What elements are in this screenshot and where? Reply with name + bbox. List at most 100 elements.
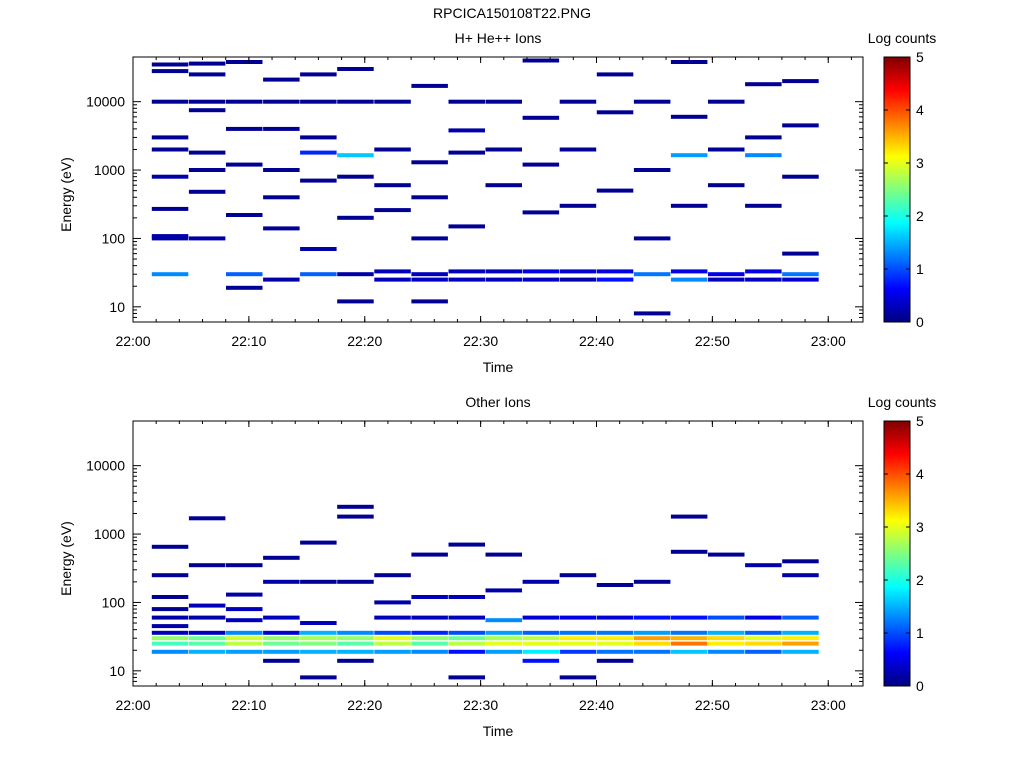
heatmap-cell <box>337 504 374 509</box>
heatmap-cell <box>226 618 263 623</box>
heatmap-cell <box>448 150 485 155</box>
heatmap-cell <box>151 615 189 620</box>
heatmap-cell <box>559 147 597 152</box>
heatmap-cell <box>596 269 634 274</box>
heatmap-cell <box>337 514 374 519</box>
x-tick-label: 22:50 <box>695 333 730 349</box>
heatmap-cell <box>559 630 597 635</box>
heatmap-cell <box>226 630 263 635</box>
heatmap-cell <box>226 285 263 290</box>
heatmap-cell <box>337 67 374 71</box>
heatmap-cell <box>337 153 374 158</box>
heatmap-cell <box>300 636 337 641</box>
heatmap-cell <box>188 641 226 646</box>
heatmap-cell <box>633 236 671 241</box>
heatmap-cell <box>708 649 745 654</box>
heatmap-cell <box>226 649 263 654</box>
heatmap-cell <box>596 641 634 646</box>
heatmap-cell <box>522 115 560 120</box>
plot-frame <box>132 56 864 323</box>
x-tick-label: 22:00 <box>115 697 150 713</box>
heatmap-cell <box>374 641 411 646</box>
colorbar-label: Log counts <box>868 30 937 46</box>
heatmap-cell <box>485 183 522 188</box>
colorbar-tick-label: 5 <box>916 413 924 429</box>
heatmap-cell <box>411 649 448 654</box>
heatmap-cell <box>522 58 560 63</box>
heatmap-cell <box>374 99 411 104</box>
heatmap-cell <box>151 272 189 277</box>
heatmap-cell <box>559 203 597 208</box>
heatmap-cell <box>670 153 708 158</box>
heatmap-cell <box>596 615 634 620</box>
heatmap-cell <box>670 641 708 646</box>
colorbar-tick-label: 1 <box>916 625 924 641</box>
heatmap-cell <box>633 99 671 104</box>
heatmap-cell <box>782 559 819 564</box>
heatmap-cell <box>337 299 374 304</box>
heatmap-cell <box>263 658 300 663</box>
x-tick-label: 22:40 <box>579 333 614 349</box>
heatmap-cell <box>633 641 671 646</box>
heatmap-cell <box>485 147 522 152</box>
heatmap-cell <box>188 563 226 568</box>
heatmap-cell <box>188 150 226 155</box>
heatmap-cell <box>633 636 671 641</box>
heatmap-cell <box>745 630 782 635</box>
heatmap-cell <box>151 99 189 104</box>
heatmap-cell <box>300 178 337 183</box>
heatmap-cell <box>485 630 522 635</box>
y-tick-label: 10 <box>109 299 125 315</box>
heatmap-cell <box>745 615 782 620</box>
heatmap-cell <box>151 174 189 179</box>
colorbar <box>883 420 911 687</box>
heatmap-cell <box>188 72 226 77</box>
heatmap-cell <box>188 168 226 172</box>
heatmap-cell <box>188 630 226 635</box>
heatmap-cell <box>337 641 374 646</box>
heatmap-cell <box>226 272 263 277</box>
heatmap-cell <box>522 269 560 274</box>
x-axis-label: Time <box>483 723 514 739</box>
heatmap-cell <box>226 60 263 64</box>
heatmap-cell <box>670 203 708 208</box>
colorbar-tick-label: 2 <box>916 208 924 224</box>
x-tick-label: 22:30 <box>463 333 498 349</box>
heatmap-cell <box>263 168 300 172</box>
heatmap-cell <box>448 269 485 274</box>
heatmap-cell <box>448 128 485 133</box>
heatmap-cell <box>559 99 597 104</box>
heatmap-cell <box>188 516 226 521</box>
heatmap-cell <box>448 630 485 635</box>
heatmap-cell <box>411 641 448 646</box>
heatmap-cell <box>633 615 671 620</box>
heatmap-cell <box>448 615 485 620</box>
colorbar-tick-label: 0 <box>916 314 924 330</box>
heatmap-cell <box>596 630 634 635</box>
heatmap-cell <box>633 579 671 584</box>
heatmap-cell <box>188 189 226 194</box>
heatmap-cell <box>300 579 337 584</box>
colorbar-tick-label: 5 <box>916 49 924 65</box>
heatmap-cell <box>448 675 485 680</box>
heatmap-cell <box>708 277 745 282</box>
heatmap-cell <box>300 649 337 654</box>
heatmap-cell <box>337 658 374 663</box>
heatmap-cell <box>263 555 300 560</box>
heatmap-cell <box>411 160 448 165</box>
heatmap-cell <box>151 206 189 211</box>
heatmap-cell <box>782 251 819 256</box>
heatmap-cell <box>411 83 448 88</box>
heatmap-cell <box>300 630 337 635</box>
x-tick-label: 22:30 <box>463 697 498 713</box>
heatmap-cell <box>485 588 522 593</box>
heatmap-cell <box>485 552 522 557</box>
heatmap-cell <box>522 649 560 654</box>
heatmap-cell <box>300 540 337 545</box>
heatmap-cell <box>263 226 300 231</box>
heatmap-cell <box>374 649 411 654</box>
heatmap-cell <box>745 649 782 654</box>
x-tick-label: 22:00 <box>115 333 150 349</box>
heatmap-cell <box>151 624 189 629</box>
heatmap-cell <box>226 563 263 568</box>
